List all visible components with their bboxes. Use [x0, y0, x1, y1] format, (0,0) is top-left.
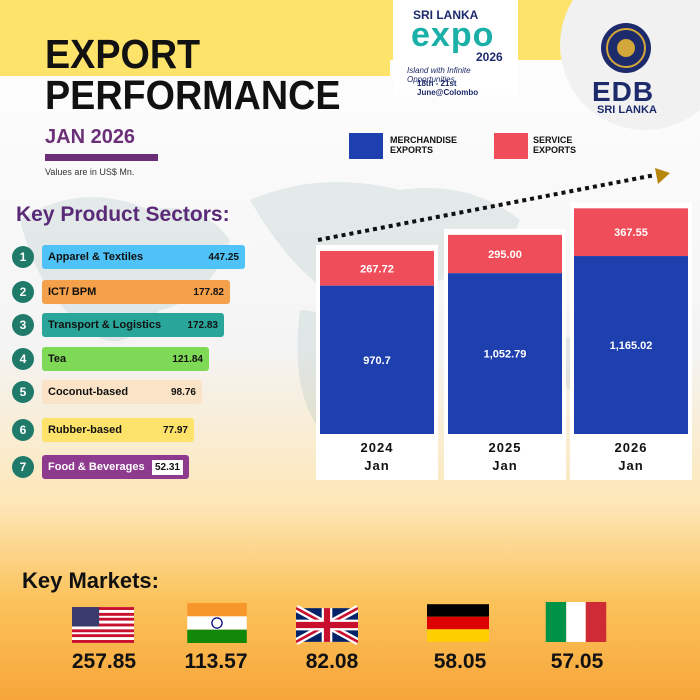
market-italy-value: 57.05 [550, 650, 604, 673]
legend-service-line1: SERVICE [533, 135, 573, 145]
expo-dates: 18th - 21st June@Colombo [417, 79, 479, 97]
germany-flag-icon [427, 604, 489, 642]
uk-flag-icon [296, 605, 358, 645]
sector-bar: Rubber-based 77.97 [42, 418, 194, 442]
sector-number-4: 4 [12, 348, 34, 370]
edb-name: EDB [592, 76, 655, 107]
service-bar [320, 250, 434, 286]
service-value-label: 367.55 [614, 227, 648, 239]
legend-merch-line2: EXPORTS [390, 145, 434, 156]
expo-word: expo [411, 16, 495, 54]
usa-flag-icon [72, 607, 134, 643]
sector-label: Transport & Logistics [48, 319, 162, 331]
category-year-label: 2025 [489, 440, 522, 455]
sector-value: 447.25 [208, 251, 239, 263]
category-year-label: 2024 [361, 440, 394, 455]
service-value-label: 295.00 [488, 249, 522, 261]
markets-title: Key Markets: [22, 568, 159, 593]
italy-flag-icon [545, 602, 607, 642]
legend-merch-swatch [349, 133, 383, 159]
sector-number-6: 6 [12, 419, 34, 441]
sector-bar: ICT/ BPM 177.82 [42, 280, 230, 304]
sector-value: 52.31 [151, 459, 183, 475]
sector-bar: Food & Beverages 52.31 [42, 455, 189, 479]
sector-value: 177.82 [193, 286, 224, 298]
market-usa-value: 257.85 [71, 650, 137, 673]
expo-logo: SRI LANKA expo 2026 Island with Infinite… [393, 0, 518, 97]
units-note: Values are in US$ Mn. [45, 167, 135, 177]
merchandise-value-label: 1,165.02 [610, 340, 653, 352]
category-month-label: Jan [618, 458, 643, 473]
sector-number-1: 1 [12, 246, 34, 268]
edb-emblem-icon [601, 23, 651, 73]
sector-label: Tea [48, 353, 67, 365]
expo-top-text: SRI LANKA [413, 8, 479, 22]
category-year-label: 2026 [615, 440, 648, 455]
merchandise-value-label: 970.7 [363, 355, 391, 367]
legend-service-label: SERVICE EXPORTS [533, 135, 576, 156]
sector-value: 77.97 [162, 424, 188, 436]
edb-sub: SRI LANKA [597, 104, 657, 116]
period: JAN 2026 [45, 126, 136, 148]
title-line2: PERFORMANCE [45, 72, 341, 118]
sector-bar: Apparel & Textiles 447.25 [42, 245, 245, 269]
sector-label: ICT/ BPM [48, 286, 97, 298]
category-month-label: Jan [492, 458, 517, 473]
sector-value: 172.83 [187, 319, 218, 331]
sector-bar: Tea 121.84 [42, 347, 209, 371]
market-india-value: 113.57 [184, 650, 248, 673]
sector-bar: Coconut-based 98.76 [42, 380, 202, 404]
sector-label: Rubber-based [48, 424, 122, 436]
legend-merch-label: MERCHANDISE EXPORTS [390, 135, 457, 156]
merchandise-bar [320, 285, 434, 434]
trend-arrow-head-icon [655, 168, 670, 184]
india-flag-icon [187, 603, 247, 643]
merchandise-bar [574, 256, 688, 434]
sector-label: Apparel & Textiles [48, 251, 144, 263]
sector-number-2: 2 [12, 281, 34, 303]
sector-value: 98.76 [170, 386, 196, 398]
export-chart: 267.72 970.7 2024 Jan 295.00 1,052.79 2025 Jan 3… [316, 168, 692, 481]
expo-year: 2026 [476, 50, 503, 64]
legend-service-line2: EXPORTS [533, 145, 577, 156]
sector-label: Coconut-based [48, 386, 129, 398]
header-band [0, 0, 390, 76]
category-month-label: Jan [364, 458, 389, 473]
sectors-title: Key Product Sectors: [16, 203, 230, 226]
sector-number-7: 7 [12, 456, 34, 478]
merchandise-bar [448, 273, 562, 434]
legend-service-swatch [494, 133, 528, 159]
sector-bar: Transport & Logistics 172.83 [42, 313, 224, 337]
service-bar [448, 234, 562, 274]
market-uk-value: 82.08 [305, 650, 359, 673]
merchandise-value-label: 1,052.79 [484, 349, 527, 361]
sector-number-3: 3 [12, 314, 34, 336]
expo-tagline: Island with Infinite Opportunities [407, 66, 471, 84]
subtitle-underline [45, 154, 158, 161]
market-germany-value: 58.05 [433, 650, 487, 673]
service-value-label: 267.72 [360, 263, 394, 275]
title-line1: EXPORT [45, 31, 201, 77]
sector-number-5: 5 [12, 381, 34, 403]
sector-label: Food & Beverages [48, 461, 145, 473]
sector-value: 121.84 [172, 353, 203, 365]
trend-arrow-line [317, 173, 656, 242]
legend-merch-line1: MERCHANDISE [390, 135, 458, 145]
service-bar [574, 208, 688, 257]
